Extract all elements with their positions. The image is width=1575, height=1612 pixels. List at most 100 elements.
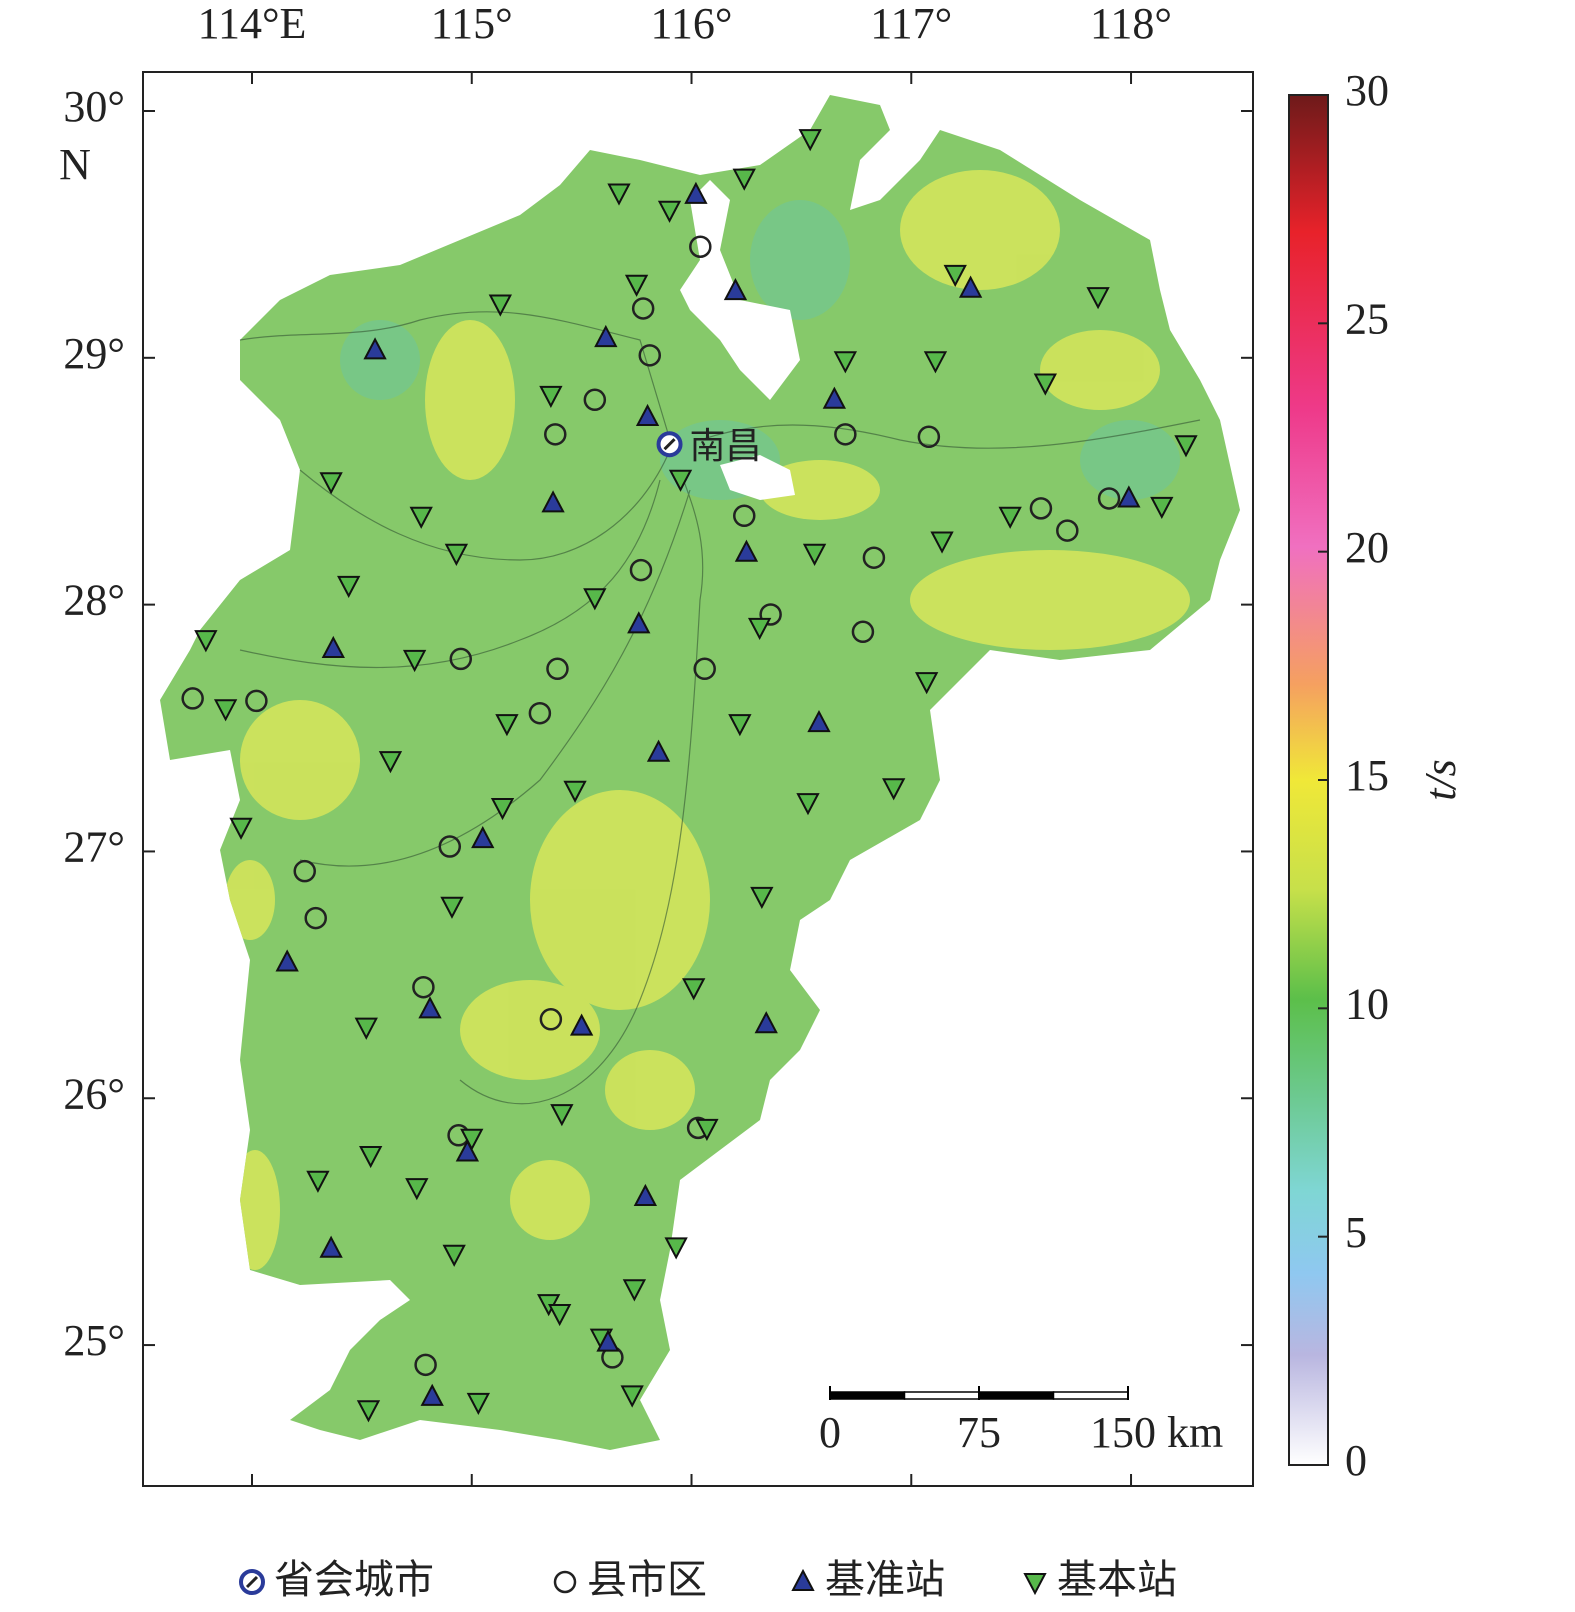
county-marker — [631, 297, 655, 320]
capital-hatch — [245, 1575, 259, 1589]
basic-station-marker — [695, 1118, 719, 1142]
county-marker — [851, 620, 875, 644]
basic-station-marker — [943, 264, 967, 288]
basic-station-marker — [337, 575, 361, 599]
county-marker — [449, 647, 473, 671]
basic-station-marker — [402, 649, 427, 673]
county-marker — [862, 546, 886, 569]
basic-station-marker — [1033, 373, 1057, 396]
basic-station-marker — [915, 672, 939, 695]
scale-label: 150 km — [1090, 1408, 1223, 1457]
county-marker — [1056, 519, 1079, 542]
legend-label: 县市区 — [587, 1557, 707, 1603]
basic-station-marker — [732, 168, 756, 191]
basic-station-marker — [466, 1392, 491, 1415]
county-marker — [629, 558, 653, 582]
basic-station-marker — [359, 1146, 383, 1169]
y-tick-label: 29° — [63, 329, 125, 378]
basic-station-marker — [563, 780, 587, 803]
capital-label: 南昌 — [690, 426, 762, 467]
legend-symbol — [791, 1568, 815, 1591]
basic-station-marker — [833, 351, 858, 374]
county-marker — [544, 423, 567, 446]
reference-station-marker — [319, 1235, 343, 1258]
basic-station-marker — [930, 531, 954, 554]
basic-station-marker — [409, 506, 433, 529]
basic-station-marker — [378, 751, 403, 774]
basic-station-marker — [664, 1237, 688, 1260]
colorbar-tick-label: 25 — [1345, 294, 1389, 343]
county-marker — [583, 388, 607, 412]
basic-station-marker — [802, 543, 827, 566]
basic-station-marker — [622, 1279, 647, 1302]
lat-unit: N — [59, 140, 91, 189]
reference-station-marker — [363, 337, 387, 360]
reference-station-marker — [684, 181, 708, 204]
reference-station-marker — [418, 996, 442, 1019]
county-marker — [693, 657, 716, 681]
colorbar-tick-label: 10 — [1345, 979, 1389, 1028]
scale-segment — [978, 1391, 1055, 1400]
basic-station-marker — [444, 543, 469, 566]
basic-station-marker — [657, 200, 682, 223]
legend-label: 基准站 — [825, 1557, 945, 1603]
reference-station-marker — [275, 949, 299, 972]
basic-station-marker — [550, 1104, 574, 1127]
reference-station-marker — [723, 278, 748, 301]
legend-symbol — [1023, 1573, 1047, 1596]
basic-station-marker — [539, 385, 563, 408]
colorbar-tick-label: 15 — [1345, 751, 1389, 800]
reference-station-marker — [807, 709, 831, 733]
basic-station-marker — [682, 978, 706, 1001]
county-marker — [539, 1008, 563, 1031]
lake — [720, 455, 795, 500]
reference-station-marker — [754, 1011, 778, 1034]
lake — [680, 180, 800, 400]
county-marker — [438, 835, 462, 858]
basic-station-marker — [882, 778, 906, 801]
y-tick-label: 30° — [63, 82, 125, 131]
legend-label: 基本站 — [1057, 1557, 1177, 1603]
county-marker — [689, 235, 712, 258]
y-tick-label: 28° — [63, 576, 125, 625]
scale-label: 0 — [819, 1408, 841, 1457]
basic-station-marker — [548, 1303, 572, 1327]
county-marker — [638, 344, 662, 367]
reference-station-marker — [734, 539, 759, 562]
scale-label: 75 — [957, 1408, 1001, 1457]
reference-station-marker — [420, 1383, 444, 1406]
county-marker — [412, 975, 435, 999]
reference-station-marker — [541, 490, 565, 513]
colorbar-tick-label: 20 — [1345, 523, 1389, 572]
x-tick-label: 118° — [1090, 0, 1172, 48]
basic-station-marker — [798, 129, 822, 152]
basic-station-marker — [213, 699, 238, 722]
reference-station-marker — [321, 635, 345, 659]
reference-station-marker — [596, 1329, 620, 1352]
scale-bar: 0 75 150 km — [819, 1386, 1223, 1457]
reference-station-marker — [822, 386, 847, 409]
legend-label: 省会城市 — [274, 1557, 434, 1603]
county-marker — [293, 859, 316, 883]
basic-station-marker — [354, 1017, 378, 1040]
basic-station-marker — [624, 274, 649, 297]
map-frame — [142, 71, 1254, 1487]
county-marker — [1029, 497, 1053, 520]
county-marker — [546, 657, 569, 681]
basic-station-marker — [728, 714, 752, 737]
basic-station-marker — [405, 1178, 429, 1201]
reference-station-marker — [633, 1183, 658, 1206]
x-tick-label: 116° — [651, 0, 733, 48]
county-marker — [414, 1353, 437, 1377]
basic-station-marker — [607, 183, 631, 206]
county-marker — [917, 425, 941, 449]
colorbar-tick-label: 30 — [1345, 66, 1389, 115]
reference-station-marker — [455, 1139, 480, 1162]
basic-station-marker — [460, 1128, 484, 1151]
capital-hatch — [663, 438, 676, 451]
basic-station-marker — [620, 1385, 644, 1408]
x-tick-label: 117° — [870, 0, 952, 48]
basic-station-marker — [668, 469, 693, 492]
basic-station-marker — [1174, 435, 1198, 458]
county-marker — [245, 689, 268, 713]
